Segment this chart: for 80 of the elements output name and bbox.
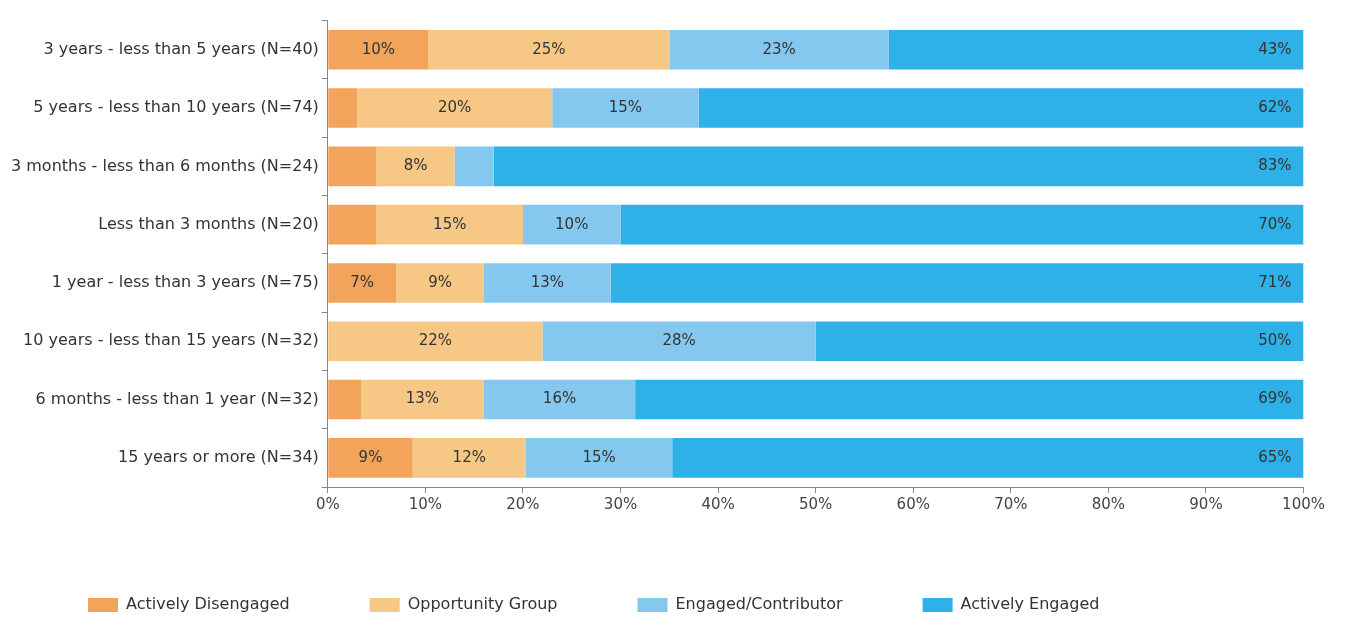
bar: [635, 379, 1304, 420]
bar: [376, 146, 455, 187]
data-label: 8%: [403, 156, 428, 175]
bar: [328, 263, 397, 303]
bar: [328, 88, 358, 128]
data-label: 25%: [532, 39, 566, 58]
x-tick-label: 20%: [506, 494, 540, 513]
legend-label: Engaged/Contributor: [675, 594, 844, 614]
bar: [815, 321, 1304, 362]
x-tick-label: 90%: [1189, 494, 1223, 513]
bar: [525, 438, 673, 478]
x-tick-label: 100%: [1282, 494, 1325, 513]
bar: [672, 438, 1304, 478]
data-label: 22%: [418, 331, 453, 350]
bar: [396, 263, 484, 303]
data-label: 15%: [608, 97, 643, 116]
data-label: 43%: [1258, 39, 1292, 58]
bar: [428, 29, 670, 70]
data-label: 15%: [433, 214, 467, 233]
y-tick-label: 1 year - less than 3 years (N=75): [51, 272, 319, 292]
x-tick-label: 70%: [994, 494, 1028, 513]
data-label: 62%: [1258, 97, 1292, 116]
data-label: 83%: [1258, 156, 1292, 175]
x-tick-label: 80%: [1091, 494, 1126, 513]
bar: [483, 379, 636, 420]
data-label: 16%: [542, 389, 577, 408]
data-label: 7%: [350, 272, 375, 291]
legend-label: Actively Engaged: [960, 594, 1100, 614]
bar: [620, 204, 1304, 245]
bar: [328, 438, 413, 478]
bar: [412, 438, 526, 478]
y-tick-label: 10 years - less than 15 years (N=32): [23, 330, 319, 350]
data-label: 15%: [582, 447, 616, 466]
x-tick-label: 0%: [315, 494, 340, 513]
y-tick-label: 5 years - less than 10 years (N=74): [33, 97, 319, 117]
data-label: 50%: [1258, 331, 1292, 350]
data-label: 65%: [1258, 447, 1292, 466]
bar: [328, 379, 361, 420]
data-label: 20%: [437, 97, 472, 116]
data-label: 9%: [428, 272, 452, 291]
data-label: 13%: [530, 272, 565, 291]
x-tick-label: 50%: [799, 494, 833, 513]
data-label: 28%: [662, 331, 696, 350]
bar: [328, 204, 377, 245]
bar: [669, 29, 889, 70]
bar: [542, 321, 816, 362]
y-tick-label: 15 years or more (N=34): [118, 447, 319, 467]
bar: [328, 146, 377, 187]
bar: [360, 379, 484, 420]
x-tick-label: 60%: [896, 494, 930, 513]
data-label: 23%: [762, 39, 796, 58]
bar: [493, 146, 1304, 187]
bar: [698, 88, 1304, 128]
legend-label: Opportunity Group: [407, 594, 558, 614]
bar: [454, 146, 494, 187]
data-label: 71%: [1258, 272, 1292, 291]
y-tick-label: 3 months - less than 6 months (N=24): [10, 155, 319, 175]
x-tick-label: 40%: [701, 494, 735, 513]
y-tick-label: 3 years - less than 5 years (N=40): [43, 38, 319, 58]
legend-label: Actively Disengaged: [126, 594, 290, 614]
bar: [552, 88, 699, 128]
data-label: 12%: [452, 447, 486, 466]
y-tick-label: 6 months - less than 1 year (N=32): [35, 388, 319, 408]
bar: [376, 204, 523, 245]
bar: [357, 88, 553, 128]
bar: [610, 263, 1304, 303]
x-tick-label: 30%: [603, 494, 638, 513]
bar: [328, 29, 429, 70]
x-tick-label: 10%: [408, 494, 443, 513]
bar: [888, 29, 1304, 70]
data-label: 10%: [361, 39, 395, 58]
y-tick-label: Less than 3 months (N=20): [98, 213, 319, 233]
data-label: 10%: [555, 214, 589, 233]
bar: [483, 263, 611, 303]
bar: [328, 321, 543, 362]
data-label: 9%: [358, 447, 383, 466]
data-label: 70%: [1258, 214, 1292, 233]
bar: [522, 204, 621, 245]
data-label: 13%: [405, 389, 440, 408]
data-label: 69%: [1258, 389, 1292, 408]
